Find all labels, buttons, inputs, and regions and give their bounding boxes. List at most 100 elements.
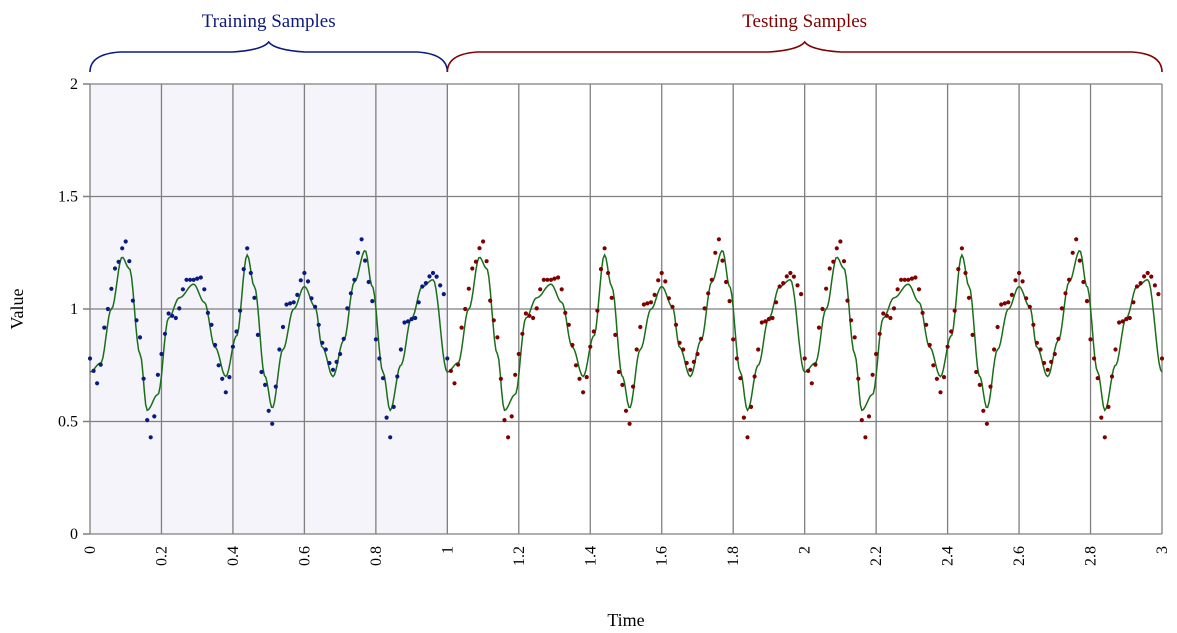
sample-point (498, 376, 503, 381)
sample-point (541, 277, 546, 282)
sample-point (1092, 356, 1097, 361)
sample-point (777, 284, 782, 289)
sample-point (348, 291, 353, 296)
sample-point (681, 347, 686, 352)
sample-point (1142, 274, 1147, 279)
sample-point (963, 270, 968, 276)
sample-point (999, 302, 1004, 307)
sample-point (438, 283, 443, 288)
sample-point (302, 270, 307, 276)
sample-point (241, 267, 246, 272)
sample-point (752, 374, 757, 379)
sample-point (1045, 367, 1050, 372)
sample-point (359, 237, 364, 242)
sample-point (770, 315, 775, 321)
sample-point (334, 359, 339, 364)
sample-point (316, 322, 321, 327)
sample-point (248, 270, 253, 276)
sample-point (1145, 270, 1150, 276)
sample-point (1063, 291, 1068, 296)
x-tick-label: 1 (439, 546, 456, 554)
sample-point (802, 356, 807, 361)
sample-point (377, 356, 382, 361)
sample-point (405, 319, 411, 324)
sample-point (130, 298, 135, 303)
sample-point (345, 306, 350, 311)
sample-point (1113, 347, 1118, 352)
sample-point (112, 266, 118, 271)
x-tick-label: 1.2 (511, 546, 528, 566)
sample-point (1077, 258, 1082, 263)
sample-point (616, 369, 622, 375)
sample-point (631, 384, 636, 389)
sample-point (931, 363, 936, 368)
sample-point (1017, 270, 1022, 276)
sample-point (277, 347, 282, 352)
sample-point (831, 259, 836, 264)
x-tick-label: 0 (82, 546, 99, 554)
sample-point (595, 308, 600, 313)
sample-point (198, 275, 203, 280)
sample-point (188, 277, 193, 282)
sample-point (545, 277, 550, 282)
sample-point (109, 286, 114, 291)
sample-point (788, 270, 793, 276)
sample-point (816, 325, 822, 330)
sample-point (827, 266, 832, 271)
sample-point (427, 274, 432, 279)
sample-point (591, 329, 596, 334)
sample-point (759, 320, 764, 325)
sample-point (941, 375, 947, 380)
sample-point (834, 246, 839, 251)
region-brace-1 (446, 40, 1163, 73)
sample-point (234, 329, 239, 334)
sample-point (363, 258, 368, 263)
sample-point (173, 315, 178, 321)
sample-point (784, 274, 789, 279)
sample-point (391, 404, 396, 409)
sample-point (863, 435, 868, 440)
sample-point (320, 340, 325, 345)
sample-point (259, 369, 264, 375)
sample-point (791, 274, 797, 279)
x-tick-label: 0.8 (368, 546, 385, 566)
testing-samples-label: Testing Samples (742, 11, 867, 32)
sample-point (824, 286, 829, 291)
sample-point (663, 279, 668, 284)
sample-point (295, 292, 300, 297)
sample-point (720, 258, 725, 263)
sample-point (1009, 292, 1015, 297)
sample-point (698, 336, 704, 341)
sample-point (1120, 319, 1125, 324)
sample-point (920, 310, 925, 315)
sample-point (195, 276, 200, 281)
sample-point (227, 375, 232, 380)
sample-point (988, 384, 993, 389)
sample-point (984, 421, 990, 426)
sample-point (949, 329, 954, 334)
sample-point (127, 259, 132, 264)
sample-point (1031, 322, 1036, 327)
sample-point (416, 300, 421, 305)
sample-point (223, 390, 228, 395)
sample-point (895, 287, 900, 292)
sample-point (809, 381, 814, 386)
sample-point (1138, 281, 1143, 286)
x-tick-label: 2 (797, 546, 814, 554)
sample-point (906, 277, 911, 282)
sample-point (648, 300, 654, 305)
sample-point (481, 239, 486, 244)
sample-point (1106, 404, 1111, 409)
sample-point (338, 351, 343, 357)
sample-point (341, 336, 346, 341)
sample-point (774, 300, 779, 305)
sample-point (313, 304, 318, 309)
sample-point (656, 278, 661, 283)
sample-point (531, 315, 536, 321)
sample-point (441, 292, 446, 297)
sample-point (716, 237, 722, 242)
sample-point (552, 276, 557, 281)
sample-point (806, 368, 811, 373)
sample-point (645, 301, 650, 306)
sample-point (820, 306, 825, 312)
